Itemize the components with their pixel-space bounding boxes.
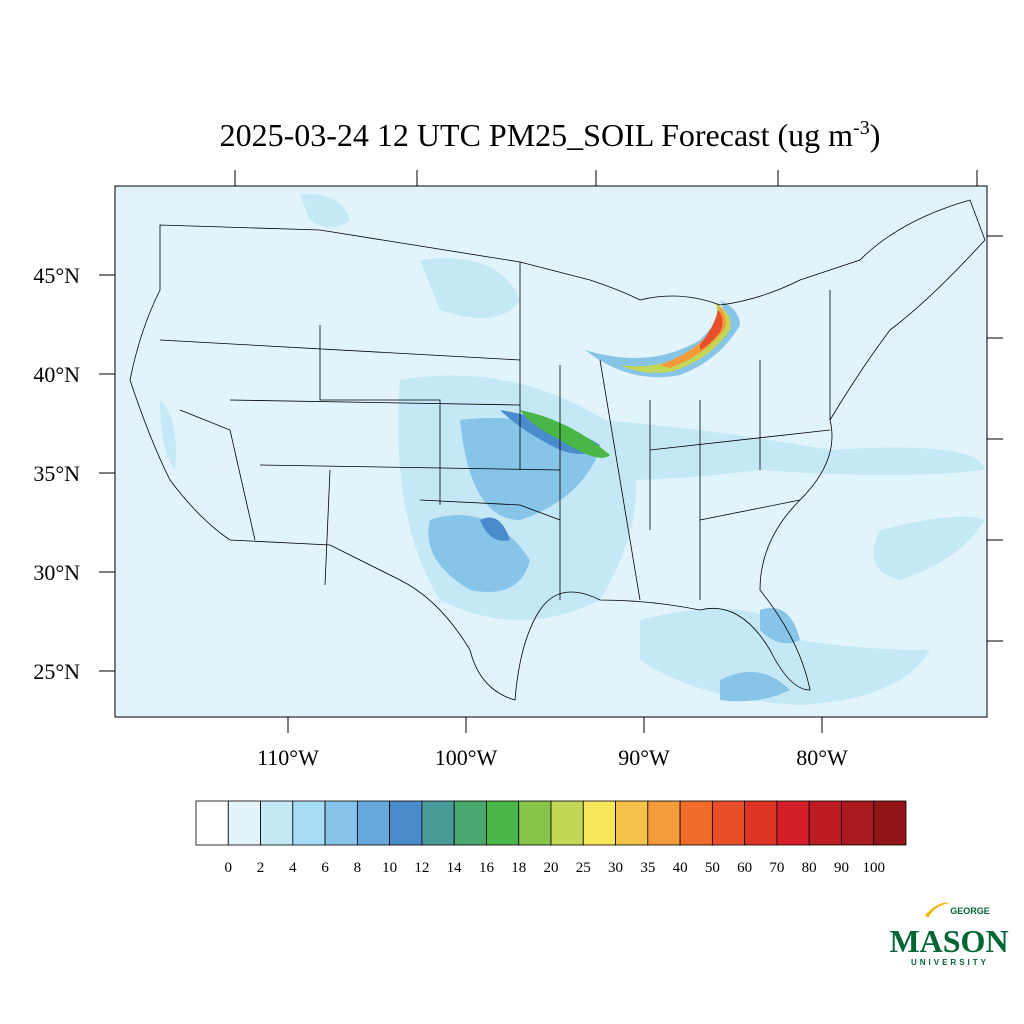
logo-bottom: UNIVERSITY — [911, 958, 989, 967]
colorbar-label: 90 — [834, 860, 849, 876]
colorbar-box — [292, 800, 326, 846]
lat-label: 25°N — [33, 659, 80, 684]
colorbar-box — [615, 800, 649, 846]
title-end: ) — [870, 117, 881, 153]
colorbar-label: 25 — [576, 860, 591, 876]
colorbar-box — [227, 800, 261, 846]
colorbar-box — [421, 800, 455, 846]
colorbar-box — [356, 800, 391, 846]
colorbar-label: 100 — [862, 860, 885, 876]
colorbar-box — [744, 800, 778, 846]
colorbar-label: 30 — [608, 860, 623, 876]
map — [99, 170, 1003, 733]
colorbar-box — [647, 800, 681, 846]
title-superscript: -3 — [853, 117, 870, 139]
lat-labels: 45°N 40°N 35°N 30°N 25°N — [33, 263, 80, 684]
plume-peak — [700, 310, 723, 350]
colorbar-label: 12 — [414, 860, 429, 876]
colorbar-box — [808, 800, 842, 846]
logo-top: GEORGE — [950, 906, 990, 916]
lon-label: 90°W — [618, 745, 670, 770]
title: 2025-03-24 12 UTC PM25_SOIL Forecast (ug… — [220, 117, 881, 153]
lat-label: 30°N — [33, 560, 80, 585]
logo: GEORGE MASON UNIVERSITY — [889, 902, 1009, 967]
colorbar-box — [550, 800, 584, 846]
colorbar-label: 60 — [737, 860, 752, 876]
colorbar-label: 4 — [289, 860, 297, 876]
colorbar-label: 14 — [447, 860, 463, 876]
colorbar-label: 35 — [640, 860, 655, 876]
colorbar-label: 16 — [479, 860, 495, 876]
borders — [129, 199, 986, 701]
plume-mid — [620, 303, 731, 373]
colorbar-label: 8 — [354, 860, 362, 876]
lat-label: 40°N — [33, 362, 80, 387]
lon-label: 100°W — [435, 745, 498, 770]
lon-label: 110°W — [257, 745, 319, 770]
colorbar-box — [518, 800, 552, 846]
colorbar-label: 80 — [802, 860, 817, 876]
logo-main: MASON — [889, 923, 1008, 959]
colorbar-box — [776, 800, 810, 846]
lon-labels: 110°W 100°W 90°W 80°W — [257, 745, 848, 770]
colorbar-box — [195, 800, 229, 846]
colorbar-box — [453, 800, 487, 846]
lon-label: 80°W — [796, 745, 848, 770]
colorbar-label: 40 — [673, 860, 688, 876]
colorbar-label: 20 — [544, 860, 559, 876]
title-main: 2025-03-24 12 UTC PM25_SOIL Forecast (ug… — [220, 117, 854, 153]
ticks — [99, 170, 1003, 733]
colorbar-box — [679, 800, 713, 846]
lat-label: 45°N — [33, 263, 80, 288]
colorbar-box — [582, 800, 616, 846]
colorbar-box — [486, 800, 520, 846]
colorbar-label: 10 — [382, 860, 397, 876]
colorbar-label: 6 — [321, 860, 329, 876]
colorbar-label: 50 — [705, 860, 720, 876]
colorbar-box — [389, 800, 423, 846]
colorbar-label: 2 — [257, 860, 265, 876]
colorbar-box — [260, 800, 294, 846]
colorbar-box — [841, 800, 875, 846]
plume-green — [520, 410, 610, 458]
colorbar-box — [873, 800, 907, 846]
lat-label: 35°N — [33, 461, 80, 486]
colorbar-label: 18 — [511, 860, 526, 876]
colorbar-box — [324, 800, 358, 846]
colorbar: 0 2 4 6 8 10 12 14 16 18 20 25 30 35 40 50 60 70 80 90 100 — [195, 800, 907, 876]
colorbar-label: 70 — [769, 860, 784, 876]
colorbar-label: 0 — [225, 860, 233, 876]
colorbar-box — [711, 800, 746, 846]
